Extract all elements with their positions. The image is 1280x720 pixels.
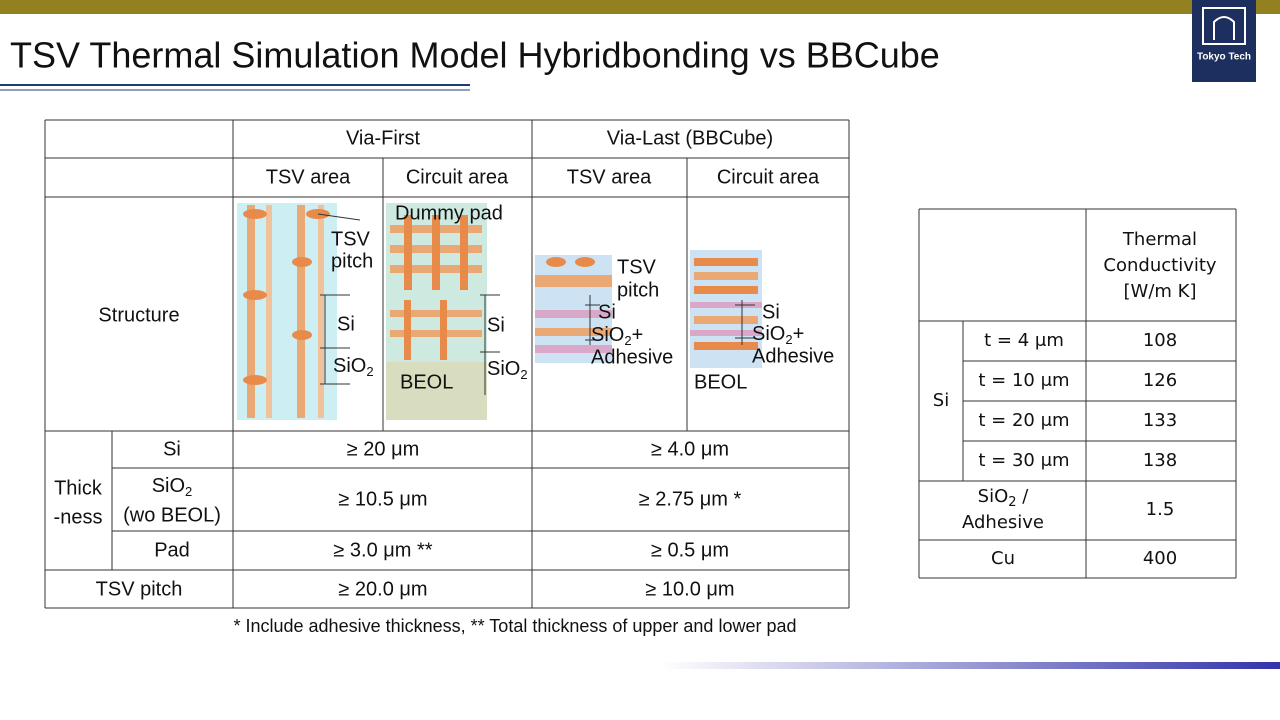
figure-via-last-tsv <box>535 255 612 363</box>
subscript: 2 <box>785 332 792 347</box>
right-table-grid <box>918 208 1237 579</box>
row-label: SiO <box>978 486 1009 507</box>
row-label: t = 4 μm <box>984 330 1064 351</box>
figure-label: Si <box>762 301 780 323</box>
header-cell: Circuit area <box>406 166 509 188</box>
header-cell: TSV area <box>266 166 351 188</box>
row-label: t = 30 μm <box>978 450 1069 471</box>
cell: 108 <box>1143 330 1177 351</box>
row-label: t = 10 μm <box>978 370 1069 391</box>
header-cell: Circuit area <box>717 166 820 188</box>
top-bar <box>0 0 1280 14</box>
figure-label: Adhesive <box>591 346 673 368</box>
cell: ≥ 20.0 μm <box>338 578 427 600</box>
footnote: * Include adhesive thickness, ** Total t… <box>233 616 796 636</box>
cell: 126 <box>1143 370 1177 391</box>
figure-label: TSV <box>617 256 657 278</box>
cell: 400 <box>1143 548 1177 569</box>
left-table-grid <box>44 119 850 609</box>
figure-via-first-circuit <box>386 203 500 420</box>
header-cell: [W/m K] <box>1124 281 1197 302</box>
figure-label: SiO <box>487 358 520 380</box>
row-label: SiO2 / <box>978 486 1030 510</box>
cell: ≥ 20 μm <box>347 438 420 460</box>
header-cell: TSV area <box>567 166 652 188</box>
cell: 1.5 <box>1146 499 1175 520</box>
row-label: SiO <box>152 475 185 497</box>
header-cell: Via-Last (BBCube) <box>607 127 773 149</box>
figure-label: Dummy pad <box>395 202 503 224</box>
subscript: 2 <box>185 484 192 499</box>
figure-label: pitch <box>617 279 659 301</box>
header-cell: Conductivity <box>1103 255 1216 276</box>
row-label: TSV pitch <box>96 578 183 600</box>
right-table: Thermal Conductivity [W/m K] Si t = 4 μm… <box>918 208 1237 579</box>
figure-label: SiO2+ <box>591 324 643 348</box>
figure-via-first-tsv <box>237 203 361 420</box>
subscript: 2 <box>1008 495 1016 510</box>
figure-label: SiO <box>591 324 624 346</box>
figure-label: Si <box>337 313 355 335</box>
bottom-accent <box>660 662 1280 669</box>
cell: ≥ 4.0 μm <box>651 438 729 460</box>
row-label: -ness <box>54 506 103 528</box>
figure-label: SiO2 <box>487 358 528 382</box>
figure-label: SiO <box>752 323 785 345</box>
figure-label: TSV <box>331 228 371 250</box>
figure-label: SiO2+ <box>752 323 804 347</box>
row-label: Structure <box>98 304 179 326</box>
row-label: Thick <box>54 477 103 499</box>
figure-label: BEOL <box>694 371 747 393</box>
figure-label: SiO <box>333 355 366 377</box>
figure-label: Si <box>487 314 505 336</box>
slide-title: TSV Thermal Simulation Model Hybridbondi… <box>10 35 940 76</box>
figure-label: pitch <box>331 250 373 272</box>
row-label: t = 20 μm <box>978 410 1069 431</box>
figure-label: SiO2 <box>333 355 374 379</box>
subscript: 2 <box>366 364 373 379</box>
cell: 138 <box>1143 450 1177 471</box>
figure-via-last-circuit <box>690 250 762 368</box>
logo-text: Tokyo Tech <box>1197 52 1251 63</box>
figure-label: + <box>793 323 805 345</box>
figure-label: + <box>632 324 644 346</box>
row-label: (wo BEOL) <box>123 504 221 526</box>
row-label: Si <box>933 390 949 411</box>
figure-label: Adhesive <box>752 345 834 367</box>
cell: ≥ 10.5 μm <box>338 488 427 510</box>
row-label: Si <box>163 438 181 460</box>
cell: ≥ 3.0 μm ** <box>333 539 432 561</box>
cell: 133 <box>1143 410 1177 431</box>
subscript: 2 <box>520 367 527 382</box>
cell: ≥ 10.0 μm <box>645 578 734 600</box>
cell: ≥ 2.75 μm * <box>639 488 742 510</box>
figure-label: Si <box>598 301 616 323</box>
row-label: Pad <box>154 539 190 561</box>
row-label: Adhesive <box>962 512 1044 533</box>
logo: Tokyo Tech <box>1192 0 1256 82</box>
figure-label: BEOL <box>400 371 453 393</box>
header-cell: Via-First <box>346 127 421 149</box>
subscript: 2 <box>624 333 631 348</box>
row-label: / <box>1017 486 1030 507</box>
header-cell: Thermal <box>1122 229 1197 250</box>
cell: ≥ 0.5 μm <box>651 539 729 561</box>
row-label: SiO2 <box>152 475 193 499</box>
row-label: Cu <box>991 548 1015 569</box>
